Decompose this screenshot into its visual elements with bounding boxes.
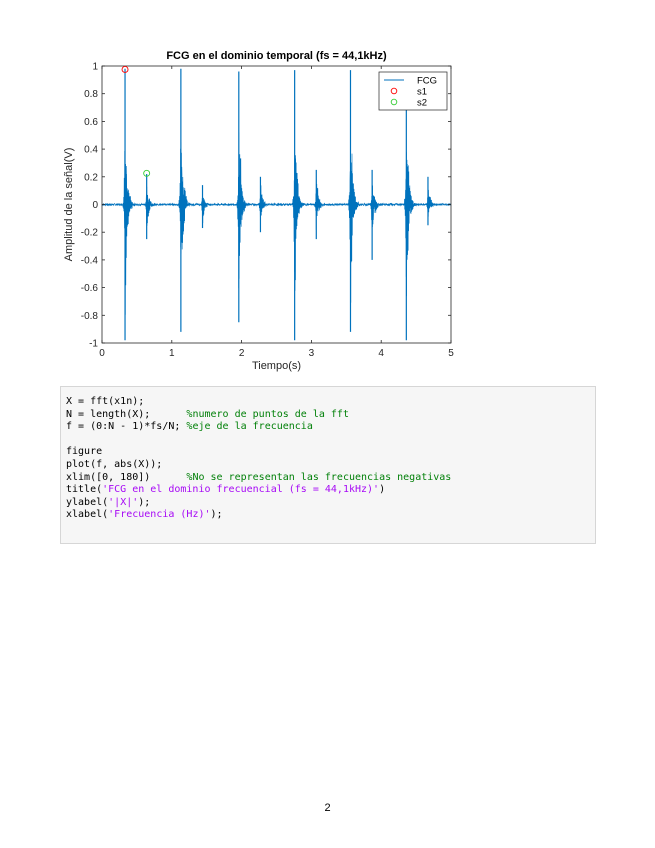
- x-tick-label: 3: [309, 348, 315, 359]
- code-text: plot(f, abs(X));: [66, 458, 163, 470]
- code-comment: %eje de la frecuencia: [186, 421, 313, 433]
- x-tick-label: 5: [448, 348, 454, 359]
- code-text: ): [379, 484, 386, 496]
- code-text: f = (0:N - 1)*fs/N;: [66, 421, 187, 433]
- code-line: figure: [66, 446, 595, 459]
- code-text: xlabel(: [66, 509, 109, 521]
- code-text: );: [138, 496, 151, 508]
- legend-label-s1: s1: [417, 86, 427, 97]
- y-tick-label: -0.6: [81, 283, 99, 294]
- code-string: '|X|': [108, 496, 139, 508]
- x-tick-label: 2: [239, 348, 245, 359]
- legend-label-FCG: FCG: [417, 75, 437, 86]
- legend-box: [378, 71, 448, 111]
- x-tick-label: 4: [378, 348, 384, 359]
- y-tick-label: -0.4: [81, 255, 99, 266]
- code-line: X = fft(x1n);: [66, 396, 595, 409]
- code-line: [66, 434, 595, 447]
- code-comment: %numero de puntos de la fft: [186, 408, 349, 420]
- code-text: figure: [66, 446, 103, 458]
- y-tick-label: -0.8: [81, 311, 99, 322]
- fcg-time-domain-figure: FCG en el dominio temporal (fs = 44,1kHz…: [55, 40, 475, 375]
- code-text: N = length(X);: [66, 408, 187, 420]
- y-tick-label: 1: [92, 62, 98, 73]
- y-tick-label: 0.6: [84, 117, 98, 128]
- legend-label-s2: s2: [417, 97, 427, 108]
- fcg-time-domain-chart: FCG en el dominio temporal (fs = 44,1kHz…: [63, 50, 454, 372]
- code-string: 'FCG en el dominio frecuencial (fs = 44,…: [102, 484, 380, 496]
- code-comment: %No se representan las frecuencias negat…: [186, 471, 452, 483]
- legend-swatch-s1: [390, 87, 398, 95]
- code-text: X = fft(x1n);: [66, 396, 145, 407]
- legend-swatch-s2: [390, 98, 398, 106]
- chart-title: FCG en el dominio temporal (fs = 44,1kHz…: [166, 50, 387, 62]
- x-tick-label: 0: [99, 348, 105, 359]
- code-block: X = fft(x1n); N = length(X); %numero de p…: [60, 386, 596, 544]
- y-tick-label: -0.2: [81, 228, 99, 239]
- code-line: N = length(X); %numero de puntos de la f…: [66, 409, 595, 422]
- page-number: 2: [324, 802, 331, 814]
- x-axis-label: Tiempo(s): [252, 360, 301, 372]
- y-tick-label: 0: [92, 200, 98, 211]
- y-tick-label: 0.2: [84, 172, 98, 183]
- code-string: 'Frecuencia (Hz)': [108, 509, 211, 521]
- x-tick-label: 1: [169, 348, 175, 359]
- code-text: );: [210, 509, 223, 521]
- y-axis-label: Amplitud de la señal(V): [63, 148, 75, 262]
- code-line: xlabel('Frecuencia (Hz)');: [66, 509, 595, 522]
- code-text: xlim([0, 180]): [66, 471, 187, 483]
- marker-s2: [143, 169, 151, 177]
- marker-s1: [121, 66, 129, 73]
- y-tick-label: -1: [89, 339, 98, 350]
- code-line: title('FCG en el dominio frecuencial (fs…: [66, 484, 595, 497]
- code-line: plot(f, abs(X));: [66, 459, 595, 472]
- y-tick-label: 0.8: [84, 89, 98, 100]
- y-tick-label: 0.4: [84, 145, 98, 156]
- code-text: ylabel(: [66, 496, 109, 508]
- code-line: xlim([0, 180]) %No se representan las fr…: [66, 472, 595, 485]
- series-fcg-line: [101, 132, 452, 315]
- code-line: f = (0:N - 1)*fs/N; %eje de la frecuenci…: [66, 421, 595, 434]
- code-line: ylabel('|X|');: [66, 497, 595, 510]
- code-text: title(: [66, 484, 103, 496]
